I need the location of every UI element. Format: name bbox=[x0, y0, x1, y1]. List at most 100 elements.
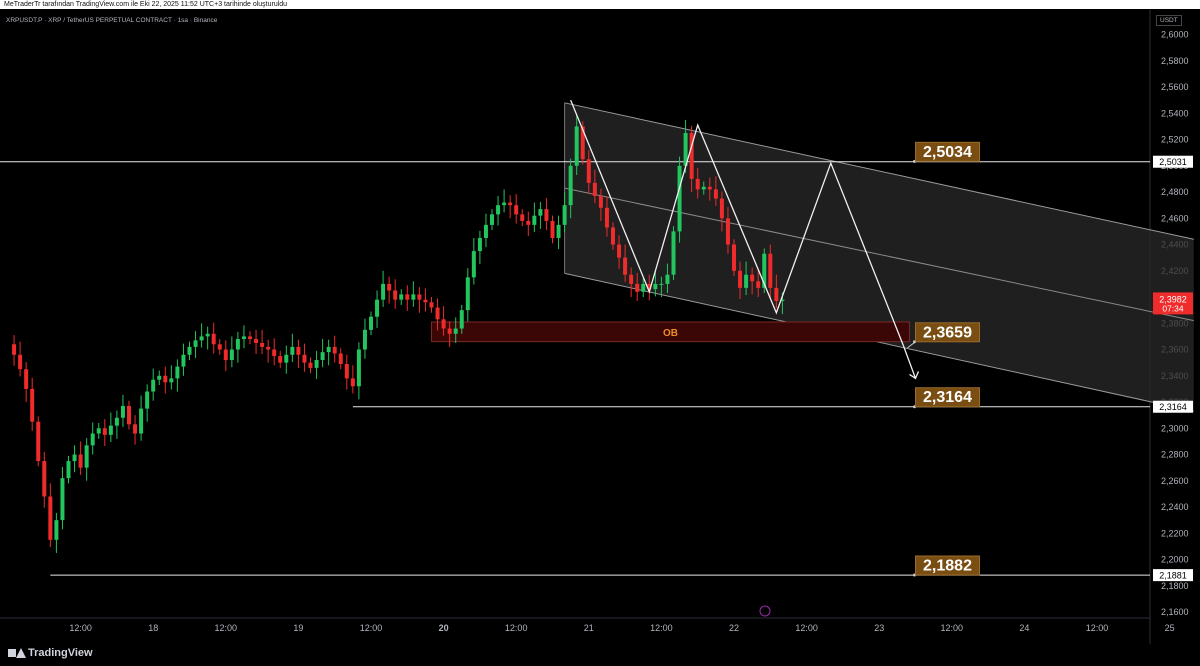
candle bbox=[241, 325, 246, 349]
candle bbox=[175, 359, 180, 392]
candle bbox=[30, 377, 35, 431]
candle-body bbox=[459, 310, 464, 329]
candle bbox=[60, 466, 65, 530]
candle bbox=[114, 410, 119, 439]
order-block-label: OB bbox=[663, 328, 678, 339]
candle-body bbox=[750, 274, 755, 282]
candle bbox=[556, 215, 561, 250]
candle bbox=[399, 289, 404, 305]
channel-mid-line bbox=[564, 187, 1194, 322]
candle-body bbox=[381, 283, 386, 300]
candle bbox=[272, 338, 277, 366]
callout-2-3659-text: 2,3659 bbox=[923, 324, 972, 341]
candle bbox=[471, 237, 476, 285]
candle bbox=[502, 189, 507, 213]
candle-body bbox=[350, 378, 355, 387]
candle-body bbox=[290, 346, 295, 355]
candle-body bbox=[677, 165, 682, 232]
candle bbox=[42, 451, 47, 508]
candle bbox=[629, 267, 634, 298]
price-chart[interactable]: 2,60002,58002,56002,54002,52002,50002,48… bbox=[0, 0, 1200, 644]
candle bbox=[235, 331, 240, 363]
candle bbox=[332, 335, 337, 363]
candle-body bbox=[768, 253, 773, 288]
x-tick-label: 21 bbox=[584, 623, 594, 633]
candle-body bbox=[66, 461, 71, 479]
channel-upper-line bbox=[564, 102, 1194, 240]
x-tick-label: 25 bbox=[1165, 623, 1175, 633]
candle bbox=[695, 167, 700, 199]
candle-body bbox=[356, 349, 361, 387]
candle bbox=[90, 422, 95, 455]
candle-body bbox=[550, 220, 555, 238]
candle bbox=[217, 339, 222, 355]
candle bbox=[278, 350, 283, 368]
candle bbox=[12, 335, 17, 366]
candle-body bbox=[229, 349, 234, 361]
candle-body bbox=[30, 388, 35, 422]
parallel-channel[interactable] bbox=[564, 102, 1194, 412]
candle-body bbox=[641, 283, 646, 292]
candle-body bbox=[671, 231, 676, 275]
projection-arrow-line bbox=[902, 345, 917, 379]
candle-body bbox=[308, 362, 313, 368]
candle-body bbox=[133, 424, 138, 434]
x-tick-label: 24 bbox=[1019, 623, 1029, 633]
price-callouts[interactable]: 2,5034 2,3659 2,3164 2,1882 bbox=[907, 141, 980, 577]
candle bbox=[641, 278, 646, 298]
candle-body bbox=[217, 344, 222, 350]
candle bbox=[223, 340, 228, 372]
candle-body bbox=[393, 290, 398, 300]
level-2-5031-tag-bg bbox=[1153, 155, 1193, 168]
candle bbox=[151, 368, 156, 401]
candle bbox=[326, 339, 331, 366]
candle bbox=[266, 339, 271, 363]
level-2-1881-tag-bg bbox=[1153, 569, 1193, 582]
last-price-countdown: 07:34 bbox=[1162, 303, 1184, 313]
level-2-1881-tag-text: 2,1881 bbox=[1159, 571, 1187, 581]
candle-body bbox=[683, 132, 688, 166]
candle bbox=[526, 211, 531, 237]
candle bbox=[677, 156, 682, 243]
candle-body bbox=[193, 340, 198, 347]
projection-path[interactable] bbox=[570, 99, 920, 380]
y-tick-label: 2,1600 bbox=[1161, 607, 1189, 617]
candle-body bbox=[471, 251, 476, 278]
candle-body bbox=[108, 425, 113, 435]
candle bbox=[568, 158, 573, 219]
candle bbox=[514, 194, 519, 224]
candle-body bbox=[145, 391, 150, 409]
candle-body bbox=[719, 198, 724, 219]
candle-body bbox=[477, 237, 482, 252]
candle-body bbox=[647, 283, 652, 290]
candle bbox=[66, 455, 71, 484]
candle bbox=[574, 115, 579, 175]
candle bbox=[284, 345, 289, 374]
candle bbox=[550, 215, 555, 244]
candle bbox=[738, 261, 743, 300]
candle-body bbox=[302, 354, 307, 363]
candle-body bbox=[332, 346, 337, 354]
candle-body bbox=[774, 287, 779, 301]
symbol-legend[interactable]: XRPUSDT.P · XRP / TetherUS PERPETUAL CON… bbox=[6, 17, 218, 24]
order-block[interactable]: OB bbox=[431, 321, 910, 343]
y-tick-label: 2,5200 bbox=[1161, 135, 1189, 145]
candle-body bbox=[157, 375, 162, 380]
x-axis[interactable]: 12:00 18 12:00 19 12:00 20 12:00 21 12:00 22 12:00… bbox=[0, 605, 1175, 633]
x-tick-label: 20 bbox=[439, 623, 449, 633]
currency-badge[interactable]: USDT bbox=[1156, 15, 1182, 26]
candle-body bbox=[399, 294, 404, 300]
candle-body bbox=[169, 378, 174, 383]
candle-body bbox=[629, 274, 634, 284]
candle bbox=[689, 125, 694, 193]
y-tick-label: 2,1800 bbox=[1161, 581, 1189, 591]
candle bbox=[48, 483, 53, 548]
candle-body bbox=[42, 461, 47, 497]
candle-body bbox=[532, 215, 537, 225]
candle bbox=[187, 341, 192, 361]
x-tick-label: 12:00 bbox=[360, 623, 383, 633]
x-tick-label: 12:00 bbox=[1086, 623, 1109, 633]
y-tick-label: 2,4800 bbox=[1161, 187, 1189, 197]
candle bbox=[653, 270, 658, 297]
